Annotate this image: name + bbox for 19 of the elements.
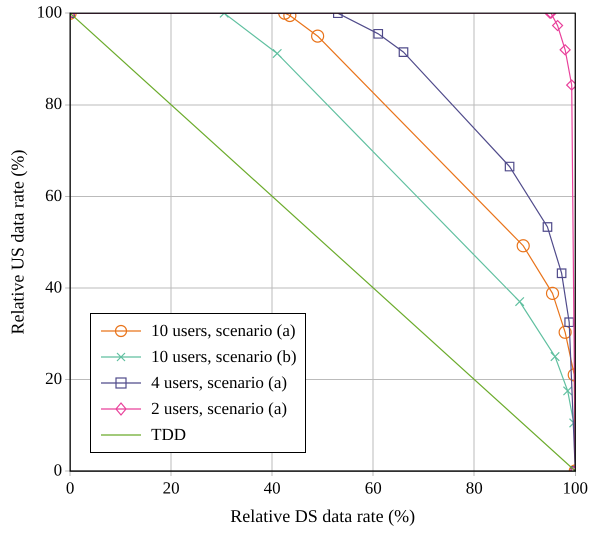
x-tick-label: 0 [66,478,74,498]
legend-label: 10 users, scenario (a) [151,320,296,342]
y-axis-title: Relative US data rate (%) [8,150,28,335]
legend-label: 4 users, scenario (a) [151,372,288,394]
y-tick-label: 40 [45,277,62,296]
y-tick-label: 60 [45,186,62,205]
x-tick-label: 80 [466,478,483,498]
y-tick-label: 100 [36,2,62,22]
x-tick-label: 40 [264,478,281,498]
x-axis-title: Relative DS data rate (%) [230,506,416,526]
y-tick-label: 20 [45,368,62,388]
legend-label: TDD [151,424,186,446]
x-tick-label: 100 [562,478,588,498]
x-tick-label: 60 [364,478,382,498]
y-tick-label: 80 [45,94,62,114]
legend-label: 10 users, scenario (b) [151,346,296,368]
legend-label: 2 users, scenario (a) [151,398,288,420]
x-tick-label: 20 [162,478,180,498]
y-tick-label: 0 [54,460,62,480]
